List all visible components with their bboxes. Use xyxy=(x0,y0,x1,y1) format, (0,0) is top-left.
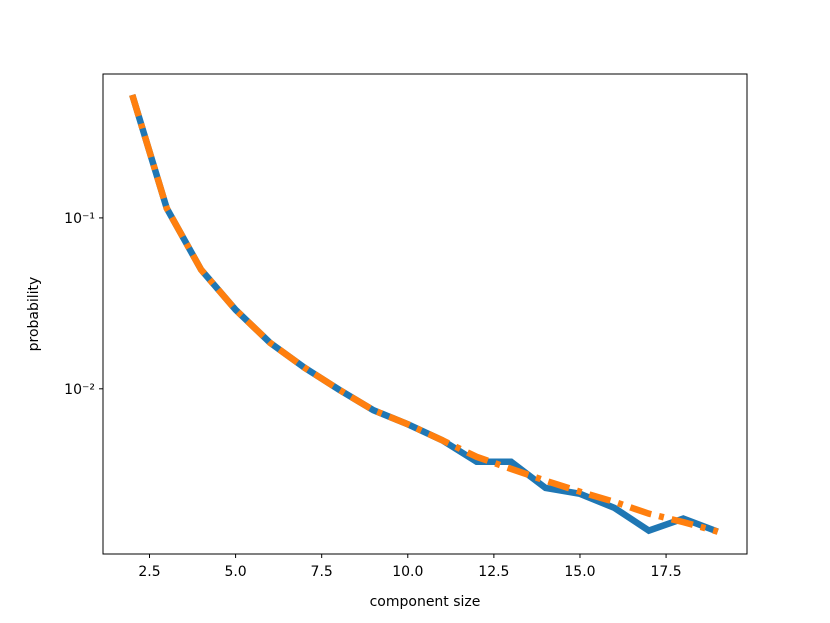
x-axis-label: component size xyxy=(370,594,481,610)
series-line xyxy=(129,94,719,535)
x-tick-label: 15.0 xyxy=(564,564,595,580)
x-tick-label: 17.5 xyxy=(650,564,681,580)
x-tick-label: 7.5 xyxy=(311,564,333,580)
series-line xyxy=(129,94,719,535)
plot-frame xyxy=(102,73,748,555)
x-tick-label: 2.5 xyxy=(138,564,160,580)
x-tick-label: 10.0 xyxy=(392,564,423,580)
y-axis-label: probability xyxy=(26,277,42,352)
y-tick-label: 10⁻² xyxy=(64,382,95,398)
x-tick-label: 5.0 xyxy=(224,564,246,580)
y-tick-label: 10⁻¹ xyxy=(64,211,95,227)
x-tick-label: 12.5 xyxy=(478,564,509,580)
